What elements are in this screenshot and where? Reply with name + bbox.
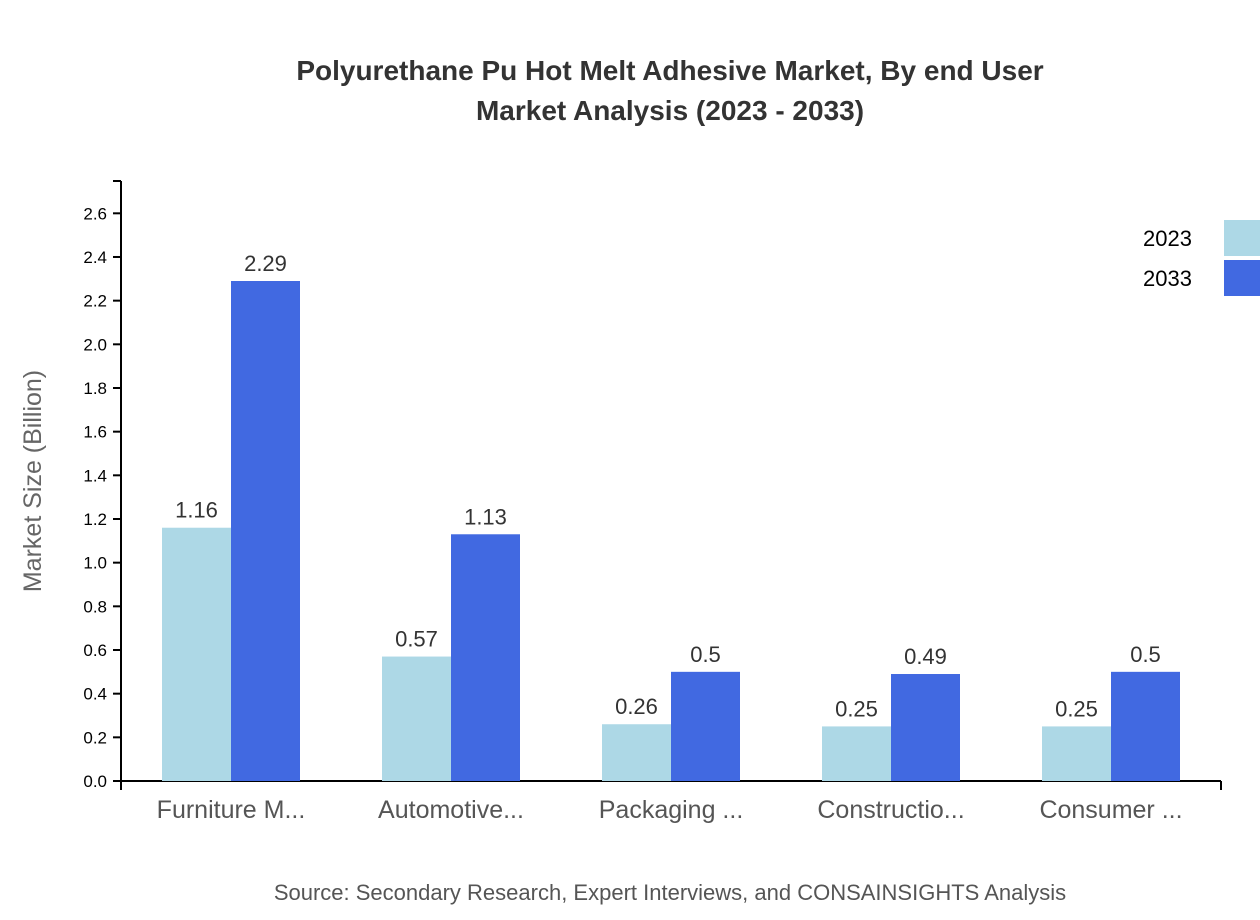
y-tick-label: 0.8 — [83, 597, 107, 616]
data-label: 1.13 — [464, 504, 507, 529]
x-tick-label: Constructio... — [817, 796, 964, 824]
y-tick-label: 1.8 — [83, 379, 107, 398]
bar-2023 — [382, 656, 451, 781]
bar-2023 — [162, 527, 231, 781]
y-tick-label: 1.6 — [83, 423, 107, 442]
x-tick-label: Packaging ... — [599, 796, 744, 824]
data-label: 1.16 — [175, 498, 218, 523]
data-label: 0.26 — [615, 694, 658, 719]
bar-2023 — [1042, 726, 1111, 781]
bar-2033 — [671, 671, 740, 781]
y-tick-label: 0.0 — [83, 772, 107, 791]
y-tick-label: 2.6 — [83, 204, 107, 223]
y-tick-label: 0.6 — [83, 641, 107, 660]
chart-subtitle: Market Analysis (2023 - 2033) — [476, 95, 864, 126]
data-label: 0.57 — [395, 627, 438, 652]
data-label: 0.25 — [1055, 696, 1098, 721]
x-tick-label: Consumer ... — [1039, 796, 1182, 824]
data-label: 2.29 — [244, 251, 287, 276]
y-tick-label: 0.4 — [83, 685, 107, 704]
y-tick-label: 1.0 — [83, 554, 107, 573]
legend-label: 2023 — [1143, 226, 1192, 251]
data-label: 0.5 — [690, 642, 721, 667]
x-tick-label: Furniture M... — [157, 796, 306, 824]
y-tick-label: 0.2 — [83, 728, 107, 747]
bar-2033 — [451, 534, 520, 781]
x-tick-label: Automotive... — [378, 796, 524, 824]
chart-title: Polyurethane Pu Hot Melt Adhesive Market… — [296, 55, 1043, 86]
legend-swatch-2033 — [1224, 260, 1260, 296]
data-label: 0.49 — [904, 644, 947, 669]
bar-2033 — [891, 674, 960, 781]
data-label: 0.5 — [1130, 642, 1161, 667]
bar-2033 — [1111, 671, 1180, 781]
y-tick-label: 1.2 — [83, 510, 107, 529]
data-label: 0.25 — [835, 696, 878, 721]
source-note: Source: Secondary Research, Expert Inter… — [274, 880, 1066, 905]
y-tick-label: 1.4 — [83, 466, 107, 485]
y-tick-label: 2.4 — [83, 248, 107, 267]
y-tick-label: 2.0 — [83, 335, 107, 354]
legend-swatch-2023 — [1224, 220, 1260, 256]
bar-2033 — [231, 281, 300, 781]
bar-2023 — [822, 726, 891, 781]
y-axis-label: Market Size (Billion) — [19, 370, 47, 592]
bar-2023 — [602, 724, 671, 781]
y-tick-label: 2.2 — [83, 292, 107, 311]
legend-label: 2033 — [1143, 266, 1192, 291]
